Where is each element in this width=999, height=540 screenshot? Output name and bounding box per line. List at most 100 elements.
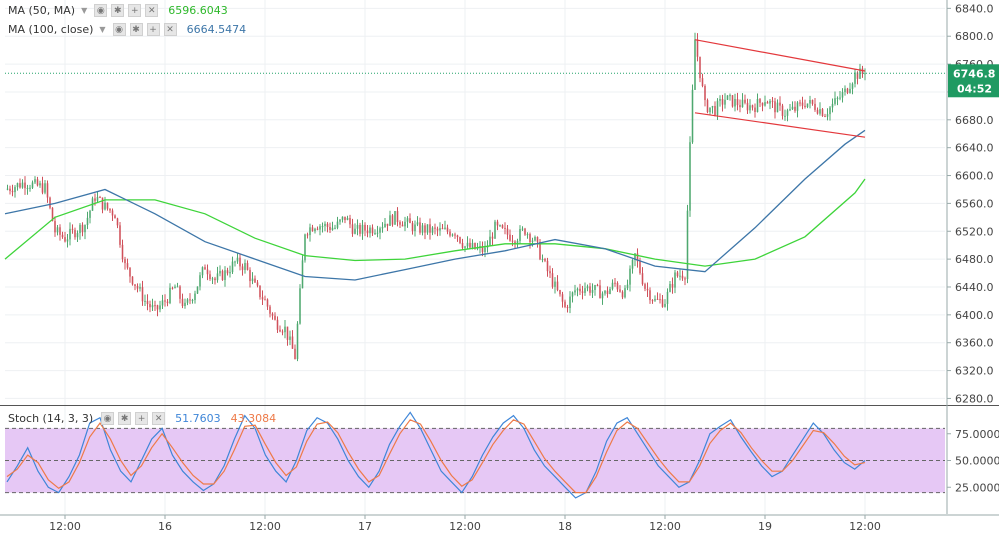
candle-body xyxy=(599,285,601,299)
candle-body xyxy=(514,241,516,245)
candle-body xyxy=(441,228,444,230)
candle-body xyxy=(214,278,216,281)
candle-body xyxy=(499,225,501,227)
price-tick-label: 6320.0 xyxy=(955,365,994,378)
candle-body xyxy=(684,278,686,280)
candle-body xyxy=(491,236,494,239)
candle-body xyxy=(269,306,271,314)
gear-icon[interactable]: ✱ xyxy=(111,4,125,17)
candle-body xyxy=(776,102,779,113)
candle-body xyxy=(601,293,604,299)
gear-icon[interactable]: ✱ xyxy=(118,412,132,425)
gear-icon[interactable]: ✱ xyxy=(129,23,143,36)
candle-body xyxy=(54,221,56,233)
candle-body xyxy=(864,73,866,75)
legend-stoch-d-value: 43.3084 xyxy=(230,412,277,425)
candle-body xyxy=(816,109,819,114)
candle-body xyxy=(509,234,511,241)
candle-body xyxy=(111,210,114,216)
price-tick-label: 6400.0 xyxy=(955,309,994,322)
candle-body xyxy=(236,257,239,262)
candle-body xyxy=(566,307,569,309)
candle-body xyxy=(649,290,651,301)
eye-icon[interactable]: ◉ xyxy=(94,4,108,17)
price-tick-label: 6640.0 xyxy=(955,142,994,155)
candle-body xyxy=(294,348,296,360)
candle-body xyxy=(856,72,859,79)
candle-body xyxy=(166,301,169,304)
candle-body xyxy=(241,266,244,270)
candle-body xyxy=(251,278,254,282)
candle-body xyxy=(154,305,156,307)
candle-body xyxy=(184,302,186,307)
channel-lower-line[interactable] xyxy=(694,112,866,138)
candle-body xyxy=(416,222,419,225)
candle-body xyxy=(754,107,756,113)
candle-body xyxy=(731,95,734,107)
plus-icon[interactable]: + xyxy=(128,4,142,17)
candle-body xyxy=(629,268,631,285)
candle-body xyxy=(129,267,131,277)
candle-body xyxy=(839,97,841,99)
candle-body xyxy=(694,39,696,90)
candle-body xyxy=(506,228,509,235)
candle-body xyxy=(831,103,834,108)
candle-body xyxy=(131,276,134,285)
candle-body xyxy=(659,299,661,301)
channel-upper-line[interactable] xyxy=(694,39,866,72)
candle-body xyxy=(469,242,471,248)
candle-body xyxy=(796,102,799,111)
ma50-line xyxy=(4,178,866,267)
plus-icon[interactable]: + xyxy=(146,23,160,36)
candle-body xyxy=(766,102,769,104)
candle-body xyxy=(716,100,719,116)
candle-body xyxy=(681,275,684,279)
legend-stoch-k-value: 51.7603 xyxy=(175,412,221,425)
candle-body xyxy=(529,234,531,243)
candle-body xyxy=(679,275,681,277)
candle-body xyxy=(674,272,676,288)
candle-body xyxy=(384,223,386,228)
close-icon[interactable]: ✕ xyxy=(163,23,177,36)
candle-body xyxy=(104,202,106,210)
close-icon[interactable]: ✕ xyxy=(145,4,159,17)
eye-icon[interactable]: ◉ xyxy=(112,23,126,36)
candle-body xyxy=(349,217,351,225)
close-icon[interactable]: ✕ xyxy=(152,412,166,425)
stoch-tick-label: 25.0000 xyxy=(955,481,999,494)
candle-body xyxy=(51,207,54,222)
candle-body xyxy=(351,224,354,234)
candles xyxy=(6,32,866,362)
chevron-down-icon[interactable]: ▼ xyxy=(99,25,106,34)
candle-body xyxy=(759,99,761,103)
candle-body xyxy=(339,219,341,222)
candle-body xyxy=(264,299,266,301)
candle-body xyxy=(121,244,124,260)
candle-body xyxy=(116,218,119,226)
candle-body xyxy=(644,284,646,289)
candle-body xyxy=(64,237,66,242)
candle-body xyxy=(49,197,51,208)
candle-body xyxy=(849,88,851,93)
candle-body xyxy=(459,237,461,243)
candle-body xyxy=(226,270,229,274)
candle-body xyxy=(821,109,824,117)
candle-body xyxy=(611,282,614,289)
candle-body xyxy=(209,274,211,279)
plus-icon[interactable]: + xyxy=(135,412,149,425)
candle-body xyxy=(216,273,219,281)
price-tick-label: 6840.0 xyxy=(955,2,994,15)
candle-body xyxy=(181,298,184,307)
chevron-down-icon[interactable]: ▼ xyxy=(81,6,88,15)
indicator-lines xyxy=(4,39,945,499)
candle-body xyxy=(454,234,456,236)
candle-body xyxy=(406,218,409,222)
candle-body xyxy=(279,329,281,332)
candle-body xyxy=(844,88,846,93)
candle-body xyxy=(261,297,264,300)
eye-icon[interactable]: ◉ xyxy=(101,412,115,425)
candle-body xyxy=(591,289,594,293)
candle-body xyxy=(11,190,14,193)
candle-body xyxy=(61,234,64,238)
